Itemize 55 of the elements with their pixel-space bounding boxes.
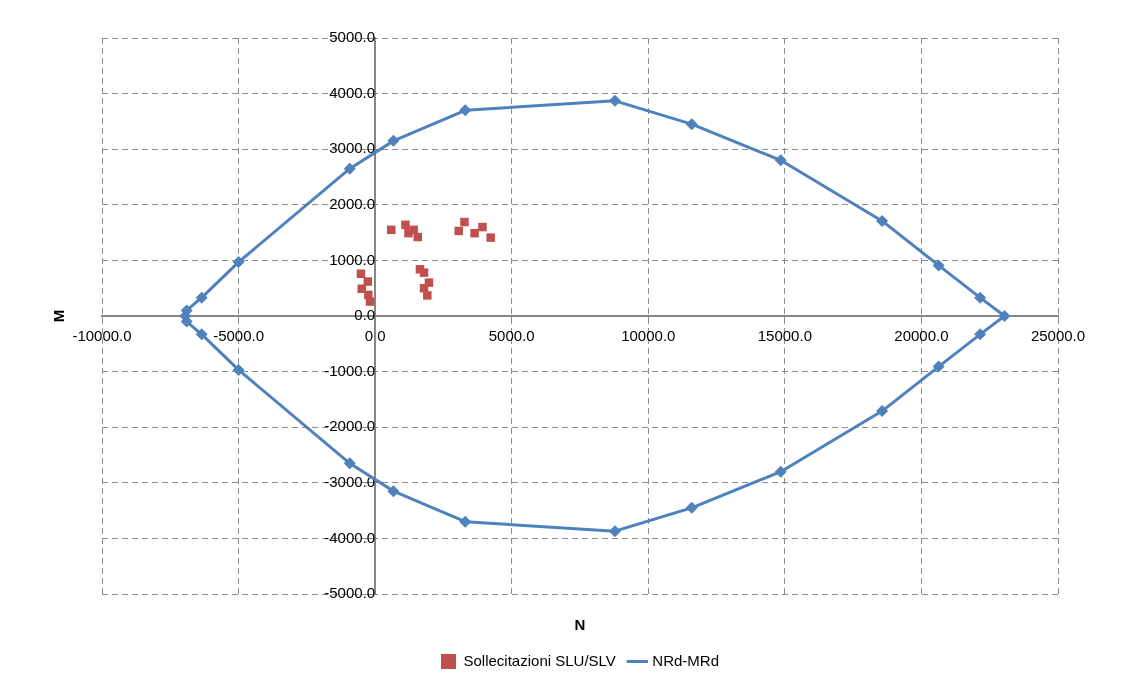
point <box>974 291 987 304</box>
y-tick-label: 4000.0 <box>329 83 376 101</box>
x-tick-label: -5000.0 <box>213 327 265 345</box>
point <box>470 228 479 238</box>
point <box>409 225 418 235</box>
point <box>387 134 400 147</box>
point <box>232 363 245 376</box>
y-tick-label: -1000.0 <box>324 361 376 379</box>
y-tick-label: 5000.0 <box>329 28 376 46</box>
point <box>401 220 410 230</box>
y-tick-label: -5000.0 <box>324 584 376 602</box>
point <box>363 277 373 286</box>
point <box>232 256 245 269</box>
y-tick-label: -4000.0 <box>324 528 376 546</box>
point <box>460 217 469 227</box>
y-tick-label: -3000.0 <box>324 472 376 490</box>
point <box>774 154 787 167</box>
y-tick-label: 1000.0 <box>329 250 376 268</box>
point <box>419 268 429 277</box>
point <box>486 233 495 242</box>
point <box>974 328 987 341</box>
x-tick-label: 25000.0 <box>1030 327 1086 345</box>
point <box>195 291 208 304</box>
y-tick-label: 2000.0 <box>329 194 376 212</box>
x-tick-label: 20000.0 <box>894 327 949 345</box>
x-axis-title: N <box>574 616 586 634</box>
point <box>774 465 787 478</box>
point <box>998 310 1011 322</box>
point <box>459 104 472 117</box>
point <box>195 328 208 341</box>
x-tick-label: -10000.0 <box>72 327 132 345</box>
x-tick-label: 15000.0 <box>757 327 812 345</box>
y-tick-label: 3000.0 <box>329 139 376 157</box>
y-axis-title: M <box>50 309 68 323</box>
point <box>932 360 945 373</box>
point <box>343 457 356 470</box>
point <box>343 162 356 175</box>
point <box>876 214 889 227</box>
point <box>387 485 400 498</box>
point <box>685 118 698 131</box>
point <box>454 226 463 236</box>
point <box>459 515 472 528</box>
legend-label: Sollecitazioni SLU/SLV <box>463 651 616 669</box>
y-tick-label: 0.0 <box>354 306 376 324</box>
point <box>685 501 698 514</box>
x-tick-label: 5000.0 <box>488 327 535 345</box>
point <box>365 297 375 306</box>
legend-label: NRd-MRd <box>652 651 719 669</box>
point <box>423 291 432 300</box>
point <box>932 259 945 272</box>
point <box>387 225 396 235</box>
y-tick-label: -2000.0 <box>324 417 376 435</box>
point <box>876 405 889 418</box>
x-tick-label: 10000.0 <box>621 327 676 345</box>
point <box>478 222 487 232</box>
